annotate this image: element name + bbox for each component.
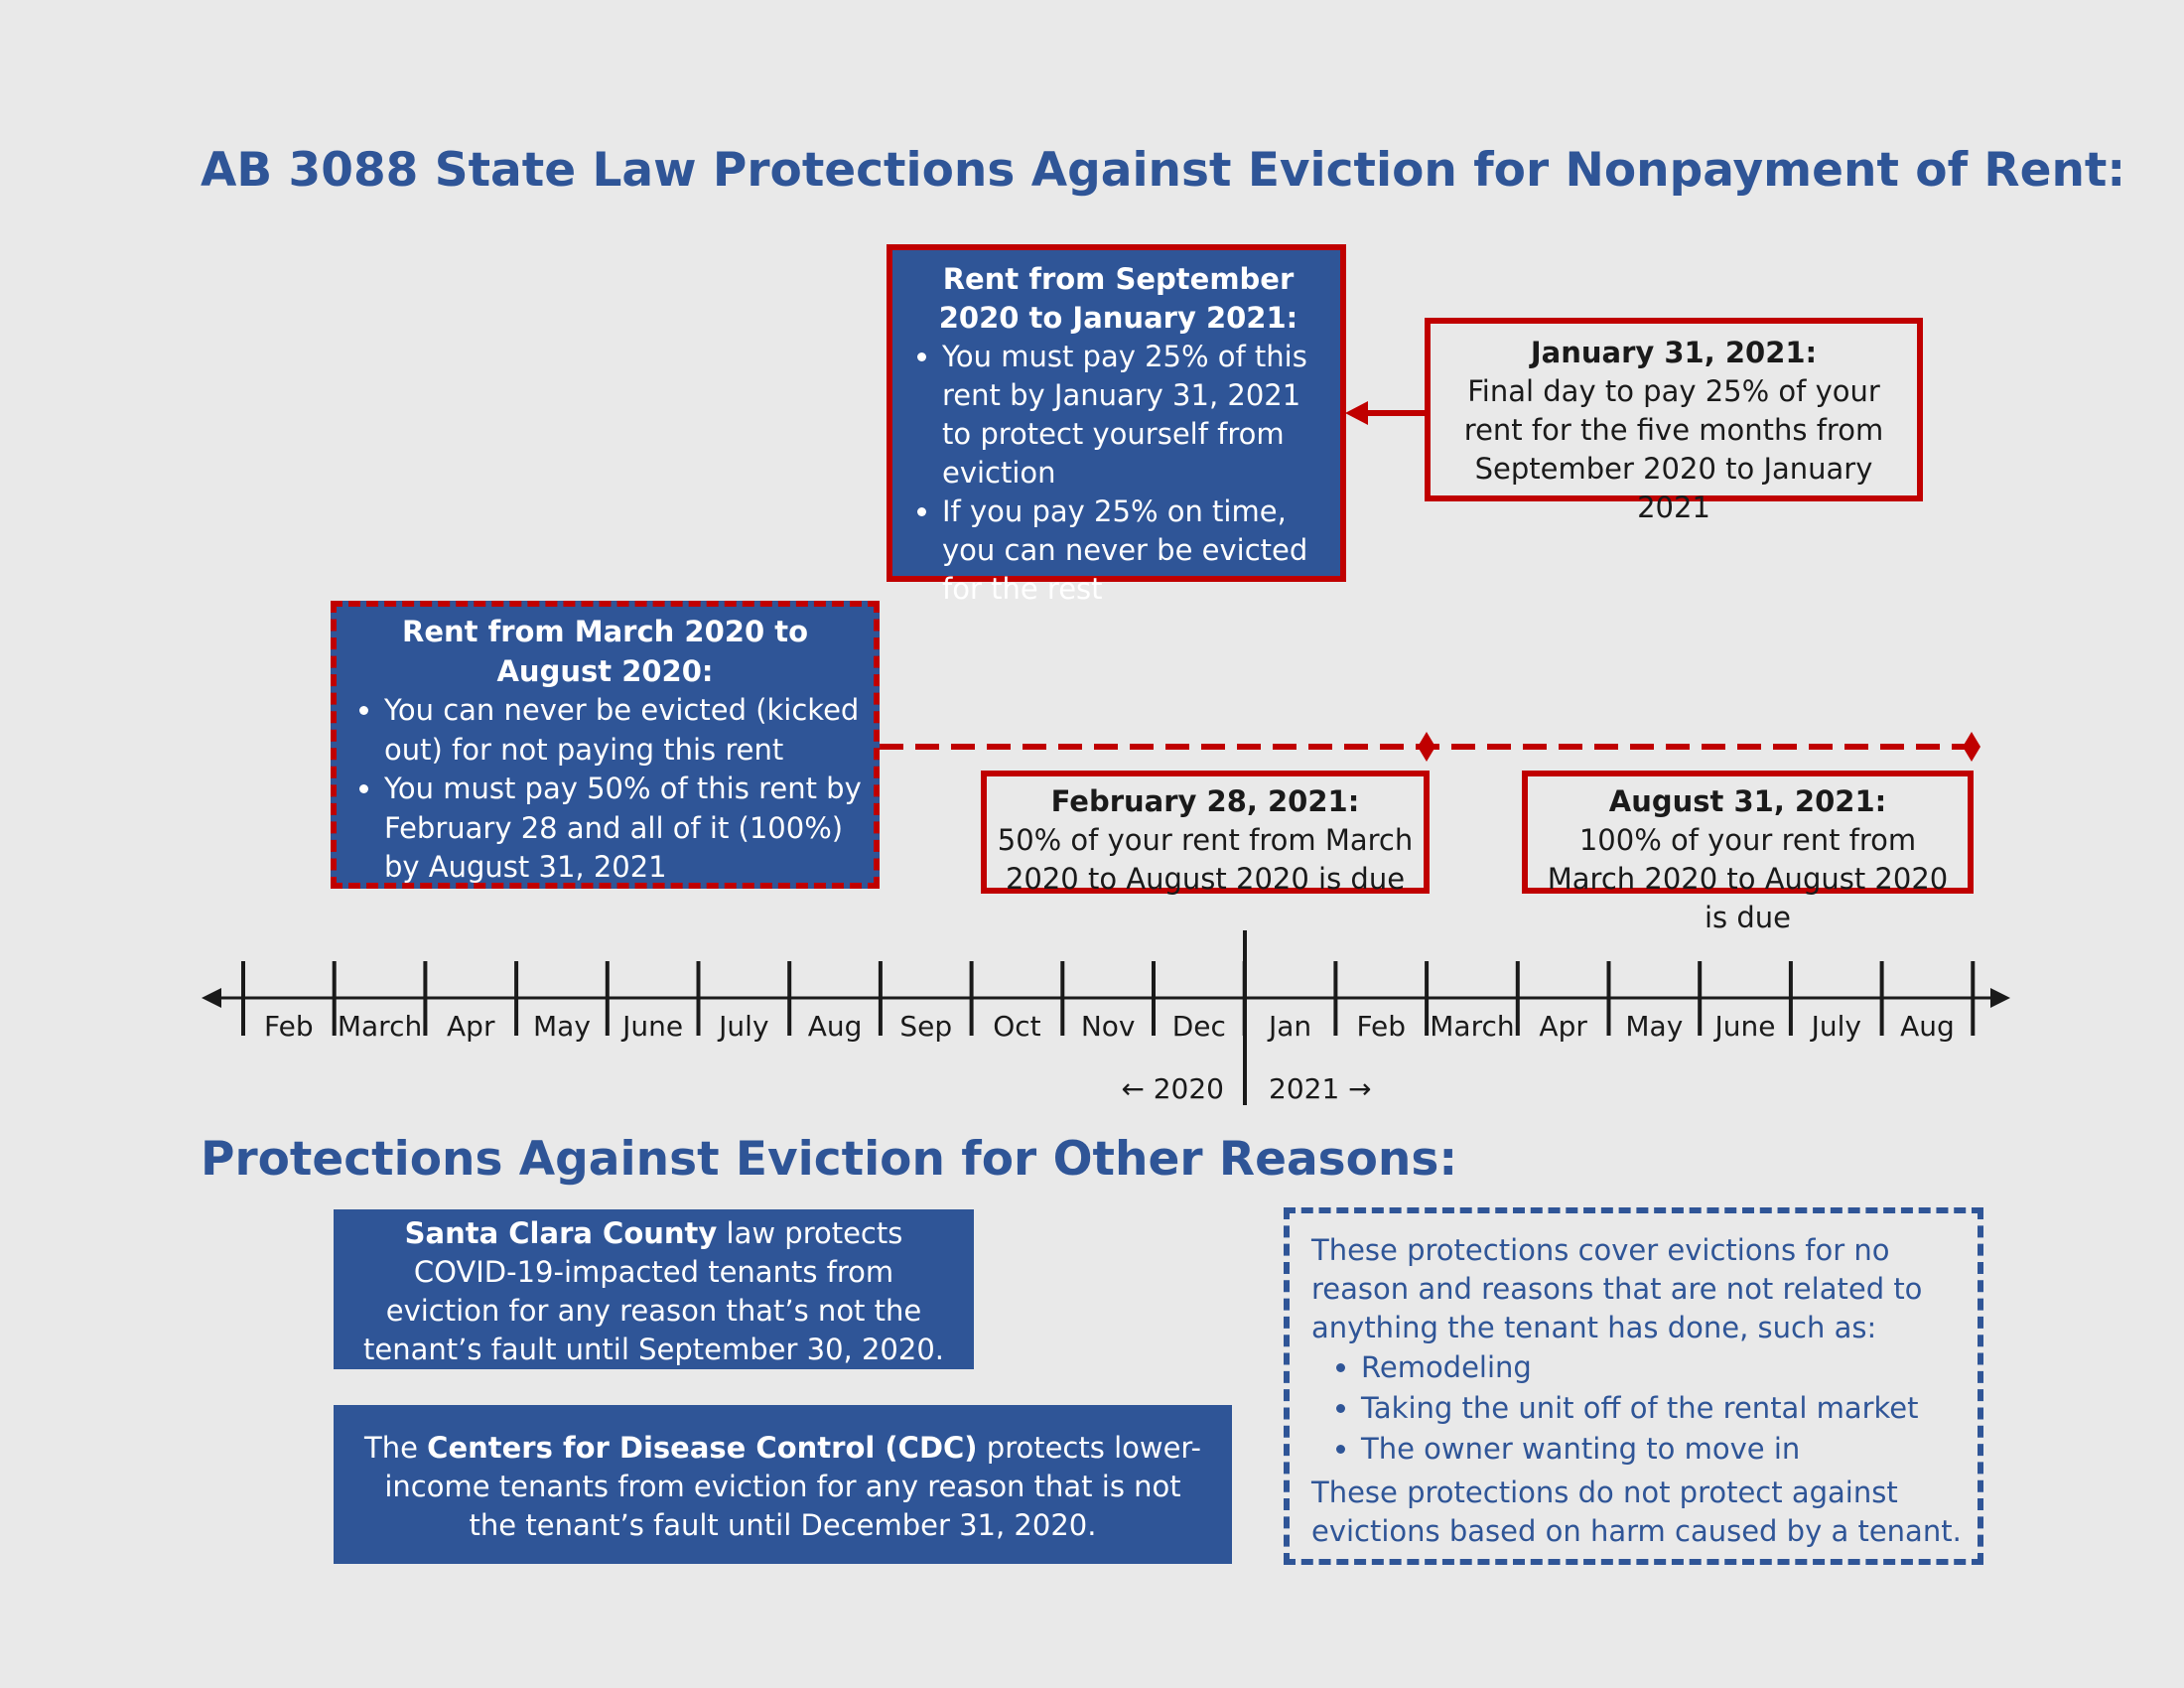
timeline-month-label: Feb: [264, 1010, 314, 1043]
timeline-month-label: March: [338, 1010, 422, 1043]
main-title: AB 3088 State Law Protections Against Ev…: [201, 143, 2126, 198]
cdc-text: protects lower-income tenants from evict…: [384, 1431, 1201, 1542]
timeline-month-label: March: [1430, 1010, 1514, 1043]
cdc-box: The Centers for Disease Control (CDC) pr…: [334, 1405, 1232, 1564]
jan-connector-arrowhead: [1345, 401, 1368, 425]
aug-31-date: August 31, 2021:: [1608, 784, 1887, 818]
feb-28-text: 50% of your rent from March 2020 to Augu…: [997, 823, 1414, 896]
jan-31-text: Final day to pay 25% of your rent for th…: [1463, 374, 1884, 524]
list-item: If you pay 25% on time, you can never be…: [942, 492, 1332, 609]
list-item: You must pay 50% of this rent by Februar…: [384, 770, 864, 888]
timeline-month-label: Apr: [447, 1010, 495, 1043]
other-reasons-box: These protections cover evictions for no…: [1284, 1207, 1983, 1565]
timeline-month-label: Feb: [1356, 1010, 1406, 1043]
timeline-right-arrowhead: [1990, 988, 2010, 1008]
santa-clara-county-box: Santa Clara County law protects COVID-19…: [334, 1209, 974, 1369]
timeline-month-label: June: [620, 1010, 683, 1043]
cdc-name: Centers for Disease Control (CDC): [427, 1431, 978, 1465]
other-protections-title: Protections Against Eviction for Other R…: [201, 1132, 1458, 1187]
year-2020-label: ← 2020: [1121, 1072, 1224, 1105]
timeline-month-label: July: [717, 1010, 768, 1043]
sept-jan-rent-bullets: You must pay 25% of this rent by January…: [904, 338, 1332, 609]
timeline-month-label: Oct: [993, 1010, 1040, 1043]
list-item: You can never be evicted (kicked out) fo…: [384, 691, 864, 770]
timeline-month-label: May: [1625, 1010, 1683, 1043]
other-reasons-bullets: Remodeling Taking the unit off of the re…: [1311, 1347, 1968, 1470]
list-item: Remodeling: [1361, 1347, 1968, 1388]
timeline-month-label: Jan: [1267, 1010, 1311, 1043]
timeline-month-label: Aug: [1900, 1010, 1955, 1043]
march-aug-rent-bullets: You can never be evicted (kicked out) fo…: [346, 691, 864, 888]
santa-clara-county-text: law protects COVID-19-impacted tenants f…: [363, 1216, 944, 1366]
cdc-prefix: The: [364, 1431, 428, 1465]
list-item: Taking the unit off of the rental market: [1361, 1388, 1968, 1429]
other-reasons-intro: These protections cover evictions for no…: [1311, 1233, 1923, 1344]
list-item: You must pay 25% of this rent by January…: [942, 338, 1332, 492]
feb-28-milestone-marker: [1418, 732, 1435, 762]
santa-clara-county-name: Santa Clara County: [404, 1216, 718, 1250]
timeline-month-label: Nov: [1081, 1010, 1136, 1043]
feb-28-deadline-box: February 28, 2021: 50% of your rent from…: [981, 771, 1430, 896]
feb-28-date: February 28, 2021:: [1050, 784, 1360, 818]
jan-31-deadline-box: January 31, 2021: Final day to pay 25% o…: [1425, 318, 1923, 524]
timeline-month-label: Apr: [1539, 1010, 1587, 1043]
sept-jan-rent-box: Rent from September 2020 to January 2021…: [887, 244, 1346, 606]
march-aug-rent-title: Rent from March 2020 to August 2020:: [401, 615, 809, 688]
timeline-month-label: Dec: [1172, 1010, 1226, 1043]
timeline-month-label: Aug: [808, 1010, 863, 1043]
sept-jan-rent-title: Rent from September 2020 to January 2021…: [938, 262, 1298, 335]
other-reasons-outro: These protections do not protect against…: [1311, 1476, 1962, 1548]
timeline-month-label: June: [1713, 1010, 1776, 1043]
timeline-month-label: July: [1810, 1010, 1861, 1043]
list-item: The owner wanting to move in: [1361, 1429, 1968, 1470]
aug-31-text: 100% of your rent from March 2020 to Aug…: [1547, 823, 1949, 934]
timeline-left-arrowhead: [202, 988, 221, 1008]
jan-31-date: January 31, 2021:: [1530, 336, 1818, 369]
march-aug-rent-box: Rent from March 2020 to August 2020: You…: [331, 601, 880, 889]
timeline-month-labels: Feb March Apr May June July Aug Sep Oct Nov Dec Jan…: [264, 1010, 1955, 1043]
aug-31-milestone-marker: [1963, 732, 1980, 762]
year-2021-label: 2021 →: [1269, 1072, 1372, 1105]
timeline-month-label: May: [533, 1010, 591, 1043]
timeline-month-label: Sep: [899, 1010, 952, 1043]
aug-31-deadline-box: August 31, 2021: 100% of your rent from …: [1522, 771, 1974, 934]
timeline-ticks: [241, 961, 1976, 1036]
